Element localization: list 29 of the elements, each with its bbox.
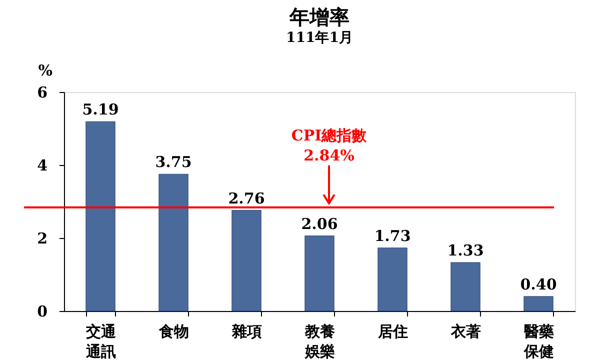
x-tick-label: 醫藥保健 [523,322,554,360]
data-label: 1.33 [447,241,484,260]
bar [304,236,334,312]
x-tick-label: 交通通訊 [85,322,117,360]
data-label: 5.19 [82,100,119,119]
x-tick-label: 雜項 [231,322,262,340]
y-axis-title: % [38,62,52,80]
y-tick-label: 4 [37,156,48,174]
data-label: 2.76 [228,189,265,208]
x-tick-label: 教養娛樂 [304,322,335,360]
y-tick-label: 6 [37,84,48,102]
x-tick-label: 食物 [158,322,189,340]
data-label: 1.73 [374,226,411,245]
chart-subtitle: 111年1月 [286,30,353,46]
bar [158,174,188,312]
data-label: 2.06 [301,214,338,233]
bar [232,210,262,312]
bar [450,262,480,312]
y-tick-label: 2 [37,230,48,248]
x-tick-label: 衣著 [450,322,481,340]
data-label: 3.75 [155,153,192,172]
bar [524,296,554,312]
y-tick-label: 0 [37,302,48,320]
bar [86,121,116,312]
data-label: 0.40 [520,275,557,294]
x-tick-label: 居住 [377,322,408,340]
bar [378,248,408,312]
chart-title: 年增率 [288,5,350,29]
ref-line-label: CPI總指數 2.84% [291,126,368,164]
